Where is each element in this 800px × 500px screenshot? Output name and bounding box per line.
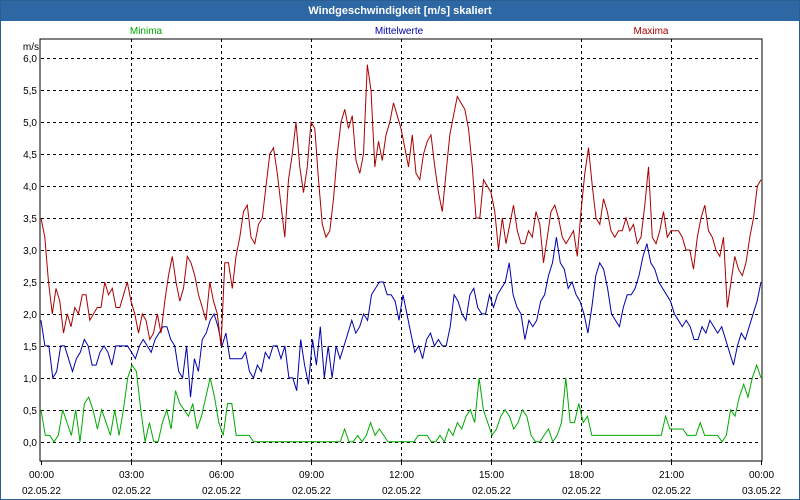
x-tick-date: 02.05.22 [292, 486, 331, 497]
x-tick-date: 02.05.22 [472, 486, 511, 497]
x-tick-date: 02.05.22 [652, 486, 691, 497]
x-tick-time: 12:00 [389, 470, 414, 481]
x-tick-time: 15:00 [479, 470, 504, 481]
x-tick-time: 09:00 [299, 470, 324, 481]
y-axis-label: m/s [23, 42, 39, 53]
y-axis: 6,0 5,5 5,0 4,5 4,0 3,5 3,0 2,5 2,0 1,5 1,0 0,5 0,0 [23, 54, 37, 449]
x-tick-date: 02.05.22 [382, 486, 421, 497]
x-tick-time: 06:00 [209, 470, 234, 481]
x-tick-time: 03:00 [119, 470, 144, 481]
grid [41, 39, 761, 461]
series-line-maxima [40, 64, 762, 346]
x-tick-time: 21:00 [659, 470, 684, 481]
y-tick-label: 2,5 [23, 278, 37, 289]
y-tick-label: 4,5 [23, 150, 37, 161]
legend-item-maxima: Maxima [633, 26, 668, 37]
x-axis: 00:00 02.05.22 03:00 02.05.22 06:00 02.05.22 0… [22, 461, 781, 497]
y-tick-label: 1,0 [23, 374, 37, 385]
y-tick-label: 3,5 [23, 214, 37, 225]
x-tick-date: 02.05.22 [202, 486, 241, 497]
y-tick-label: 5,0 [23, 118, 37, 129]
x-tick-time: 00:00 [29, 470, 54, 481]
y-tick-label: 1,5 [23, 342, 37, 353]
x-tick-date: 03.05.22 [742, 486, 781, 497]
y-tick-label: 5,5 [23, 86, 37, 97]
y-tick-label: 0,0 [23, 438, 37, 449]
x-tick-date: 02.05.22 [112, 486, 151, 497]
x-tick-date: 02.05.22 [22, 486, 61, 497]
y-tick-label: 2,0 [23, 310, 37, 321]
x-tick-date: 02.05.22 [562, 486, 601, 497]
series-line-minima [40, 363, 762, 443]
legend-item-minima: Minima [130, 26, 163, 37]
x-tick-time: 00:00 [749, 470, 774, 481]
legend-item-mittelwerte: Mittelwerte [375, 26, 424, 37]
y-tick-label: 0,5 [23, 406, 37, 417]
y-tick-label: 6,0 [23, 54, 37, 65]
chart-title: Windgeschwindigkeit [m/s] skaliert [1, 1, 799, 21]
series-group [40, 64, 762, 443]
x-tick-time: 18:00 [569, 470, 594, 481]
y-tick-label: 3,0 [23, 246, 37, 257]
y-tick-label: 4,0 [23, 182, 37, 193]
legend: Minima Mittelwerte Maxima [130, 26, 669, 37]
